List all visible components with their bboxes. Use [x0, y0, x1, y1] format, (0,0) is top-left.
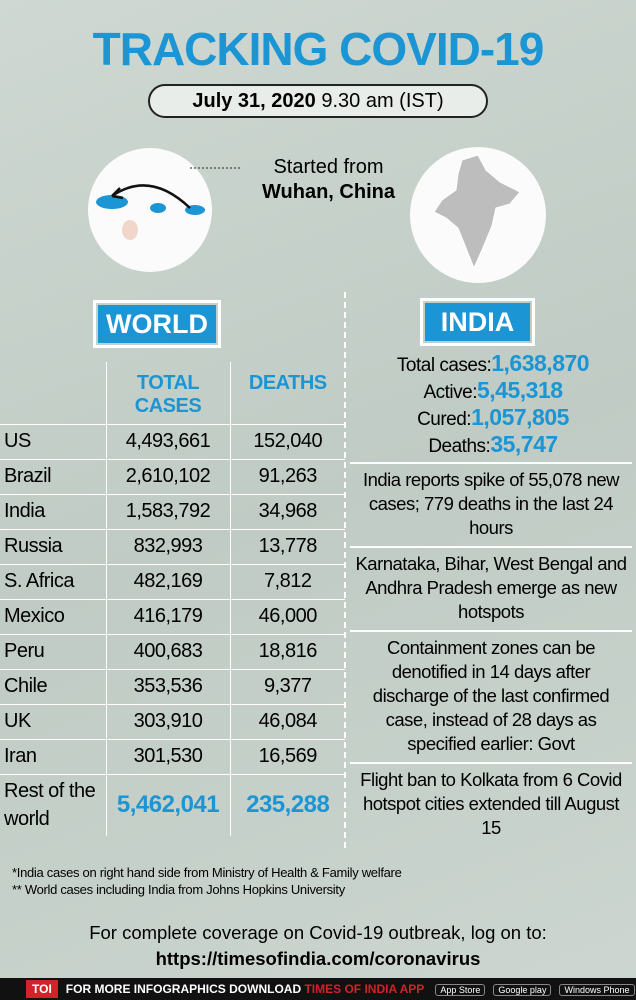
arrow-head: [111, 187, 124, 200]
india-map: [433, 154, 521, 270]
table-cell: 1,583,792: [105, 493, 230, 529]
column-header: DEATHS: [229, 362, 345, 424]
table-row: US 4,493,661 152,040: [0, 423, 345, 459]
bar-app: TIMES OF INDIA APP: [304, 982, 425, 996]
india-notes: India reports spike of 55,078 new cases;…: [350, 462, 632, 846]
stat: Cured:1,057,805: [350, 404, 636, 431]
header-row: TOTAL CASES DEATHS: [0, 362, 345, 424]
footnotes: *India cases on right hand side from Min…: [12, 864, 402, 898]
country: Iran: [0, 738, 106, 774]
note: Containment zones can be denotified in 1…: [350, 630, 632, 762]
arrow: [111, 184, 191, 209]
world-table: TOTAL CASES DEATHS US 4,493,661 152,040 Braz…: [0, 362, 345, 836]
column-header: TOTAL CASES: [105, 362, 230, 424]
note: Karnataka, Bihar, West Bengal and Andhra…: [350, 546, 632, 630]
table-cell: 18,816: [229, 633, 345, 669]
globe: [88, 148, 212, 272]
footnote: *India cases on right hand side from Min…: [12, 865, 402, 880]
country: Brazil: [0, 458, 106, 494]
table-cell: 416,179: [105, 598, 230, 634]
country: Russia: [0, 528, 106, 564]
table-cell: 832,993: [105, 528, 230, 564]
table-cell: 13,778: [229, 528, 345, 564]
origin-label: Started from: [273, 156, 384, 178]
blank-header: [0, 362, 106, 424]
stat-value: 5,45,318: [477, 377, 563, 403]
table-cell: 5,462,041: [105, 773, 230, 836]
map-blob: [122, 220, 138, 240]
table-cell: 9,377: [229, 668, 345, 704]
table-cell: 46,084: [229, 703, 345, 739]
country: Rest of the world: [0, 773, 106, 836]
country: Chile: [0, 668, 106, 704]
country: India: [0, 493, 106, 529]
map-blob: [150, 203, 166, 213]
stat: Deaths:35,747: [350, 431, 636, 458]
table-cell: 400,683: [105, 633, 230, 669]
date-pill: July 31, 2020 9.30 am (IST): [148, 84, 488, 118]
table-row: India 1,583,792 34,968: [0, 493, 345, 529]
stat-label: Deaths:: [428, 436, 491, 457]
table-row: Russia 832,993 13,778: [0, 528, 345, 564]
india-stats: Total cases:1,638,870 Active:5,45,318 Cure…: [350, 350, 636, 458]
table-row: Peru 400,683 18,816: [0, 633, 345, 669]
table-cell: 16,569: [229, 738, 345, 774]
note: India reports spike of 55,078 new cases;…: [350, 462, 632, 546]
maps: [88, 147, 546, 283]
table-cell: 7,812: [229, 563, 345, 599]
table-cell: 2,610,102: [105, 458, 230, 494]
table-cell: 353,536: [105, 668, 230, 704]
store-badge[interactable]: App Store: [435, 984, 486, 996]
country: Peru: [0, 633, 106, 669]
title: TRACKING COVID-19: [92, 23, 545, 75]
stat-value: 1,638,870: [491, 350, 590, 376]
note: Flight ban to Kolkata from 6 Covid hotsp…: [350, 762, 632, 846]
divider: [344, 292, 346, 848]
india-label: INDIA: [420, 298, 535, 346]
table-cell: 303,910: [105, 703, 230, 739]
stat-label: Cured:: [417, 409, 472, 430]
date: July 31, 2020: [192, 90, 316, 112]
bar-text: FOR MORE INFOGRAPHICS DOWNLOAD: [65, 982, 302, 996]
table-row: Mexico 416,179 46,000: [0, 598, 345, 634]
table-cell: 34,968: [229, 493, 345, 529]
footnote: ** World cases including India from John…: [12, 882, 345, 897]
coverage-url[interactable]: https://timesofindia.com/coronavirus: [155, 948, 481, 969]
origin: Started from Wuhan, China: [262, 155, 395, 205]
coverage: For complete coverage on Covid-19 outbre…: [0, 920, 636, 972]
store-badge[interactable]: Google play: [493, 984, 552, 996]
table-row: Iran 301,530 16,569: [0, 738, 345, 774]
stat: Active:5,45,318: [350, 377, 636, 404]
table-row: Chile 353,536 9,377: [0, 668, 345, 704]
table-row: S. Africa 482,169 7,812: [0, 563, 345, 599]
stat-value: 35,747: [490, 431, 558, 457]
table-cell: 152,040: [229, 423, 345, 459]
table-row: UK 303,910 46,084: [0, 703, 345, 739]
stat: Total cases:1,638,870: [350, 350, 636, 377]
table-cell: 4,493,661: [105, 423, 230, 459]
stat-label: Active:: [423, 382, 477, 403]
table-cell: 482,169: [105, 563, 230, 599]
country: UK: [0, 703, 106, 739]
logo: TOI: [26, 980, 58, 998]
time: 9.30 am (IST): [321, 90, 444, 112]
coverage-text: For complete coverage on Covid-19 outbre…: [89, 922, 547, 943]
table-cell: 91,263: [229, 458, 345, 494]
country: S. Africa: [0, 563, 106, 599]
table-row: Brazil 2,610,102 91,263: [0, 458, 345, 494]
store-badge[interactable]: Windows Phone: [559, 984, 635, 996]
stores: App Store Google play Windows Phone: [427, 982, 635, 996]
table-cell: 46,000: [229, 598, 345, 634]
bottom-bar: TOI FOR MORE INFOGRAPHICS DOWNLOAD TIMES …: [0, 978, 636, 1000]
origin-place: Wuhan, China: [262, 181, 395, 203]
country: US: [0, 423, 106, 459]
table-cell: 235,288: [229, 773, 345, 836]
table-cell: 301,530: [105, 738, 230, 774]
stat-label: Total cases:: [396, 355, 492, 376]
stat-value: 1,057,805: [471, 404, 569, 430]
country: Mexico: [0, 598, 106, 634]
world-label: WORLD: [93, 300, 221, 348]
table-row: Rest of the world 5,462,041 235,288: [0, 773, 345, 836]
